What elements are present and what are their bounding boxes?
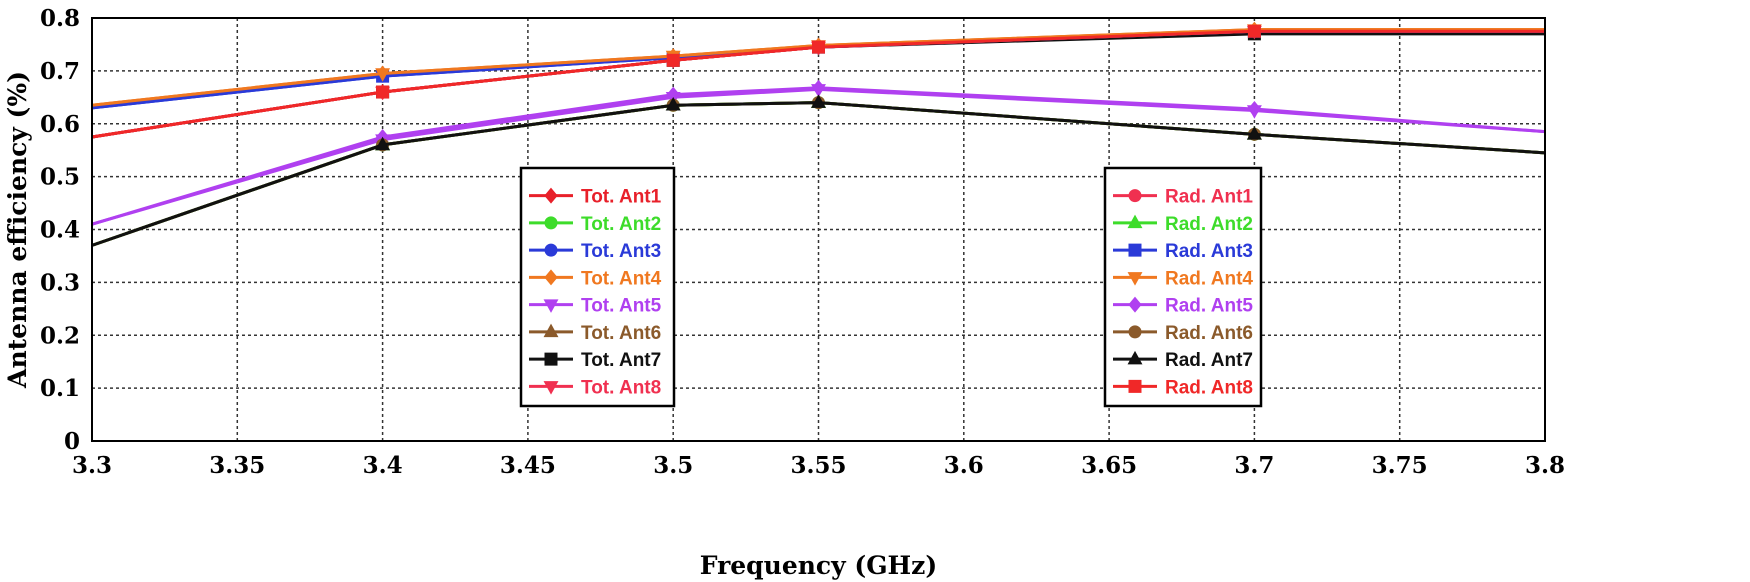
x-tick-label: 3.6: [944, 452, 984, 479]
legend-marker: [543, 381, 559, 395]
legend-label: Tot. Ant7: [581, 350, 661, 371]
x-tick-label: 3.7: [1234, 452, 1274, 479]
legend-entry: Rad. Ant4: [1113, 268, 1253, 289]
y-tick-label: 0.1: [40, 375, 80, 402]
data-point: [665, 97, 681, 111]
x-tick-label: 3.3: [72, 452, 112, 479]
data-point: [811, 94, 826, 108]
data-point: [666, 53, 680, 67]
legend-marker: [1128, 379, 1142, 393]
series-line: [91, 28, 1545, 107]
legend-marker: [544, 243, 558, 257]
legend-label: Rad. Ant1: [1165, 187, 1253, 208]
series-rad-ant5: [91, 79, 1546, 226]
series-line: [91, 86, 1546, 226]
legend-entry: Rad. Ant3: [1113, 241, 1253, 262]
legend-label: Tot. Ant4: [581, 268, 662, 289]
legend-marker: [543, 323, 559, 338]
legend-label: Tot. Ant2: [581, 214, 661, 235]
y-tick-label: 0.4: [40, 217, 80, 244]
y-tick-labels: 0 0.1 0.2 0.3 0.4 0.5 0.6 0.7 0.8: [40, 5, 80, 455]
legend-entry: Tot. Ant6: [529, 323, 661, 344]
series-rad-ant7: [91, 94, 1546, 247]
legend-label: Tot. Ant3: [581, 241, 661, 262]
data-point: [1247, 100, 1262, 117]
x-tick-label: 3.8: [1525, 452, 1565, 479]
plot-frame: [91, 17, 1546, 442]
legend-label: Tot. Ant1: [581, 187, 662, 208]
legend-radiation: Rad. Ant1 Rad. Ant2 Rad. Ant3 Rad. Ant4 Rad.…: [1103, 166, 1263, 408]
x-tick-label: 3.4: [363, 452, 403, 479]
series-layer: [91, 21, 1546, 247]
legend-marker: [1127, 214, 1143, 229]
legend-label: Rad. Ant8: [1165, 377, 1253, 398]
legend-entry: Tot. Ant1: [529, 187, 662, 208]
legend-marker: [544, 216, 558, 230]
legend-label: Tot. Ant5: [581, 296, 662, 317]
legend-entry: Rad. Ant7: [1113, 350, 1253, 371]
legend-entry: Tot. Ant4: [529, 268, 662, 289]
data-point: [376, 85, 390, 99]
x-tick-label: 3.55: [790, 452, 846, 479]
legend-marker: [543, 299, 559, 313]
legend-label: Tot. Ant8: [581, 377, 661, 398]
legend-entry: Tot. Ant8: [529, 377, 661, 398]
data-point: [375, 136, 391, 151]
x-tick-label: 3.35: [209, 452, 265, 479]
legend-marker: [1128, 296, 1142, 313]
legend-label: Rad. Ant5: [1165, 296, 1253, 317]
legend-label: Rad. Ant2: [1165, 214, 1253, 235]
legend-entry: Rad. Ant5: [1113, 296, 1253, 317]
x-axis-title: Frequency (GHz): [700, 551, 937, 580]
series-line: [91, 29, 1545, 139]
x-tick-label: 3.75: [1372, 452, 1428, 479]
y-axis-title: Antenna efficiency (%): [3, 71, 32, 389]
legend-marker: [544, 269, 558, 286]
series-rad-ant8: [91, 24, 1545, 139]
x-tick-label: 3.5: [653, 452, 693, 479]
legend-entry: Rad. Ant6: [1113, 323, 1253, 344]
y-tick-label: 0.8: [40, 5, 80, 32]
x-tick-label: 3.45: [500, 452, 556, 479]
x-tick-label: 3.65: [1081, 452, 1137, 479]
legend-entry: Tot. Ant5: [529, 296, 662, 317]
series-line: [91, 101, 1546, 247]
legend-label: Rad. Ant3: [1165, 241, 1253, 262]
legend-marker: [1127, 350, 1143, 365]
legend-label: Rad. Ant4: [1165, 268, 1253, 289]
legend-marker: [1127, 272, 1143, 286]
legend-marker: [1128, 325, 1142, 339]
legend-label: Rad. Ant6: [1165, 323, 1253, 344]
data-point: [1247, 24, 1261, 38]
y-tick-label: 0.3: [40, 269, 80, 296]
x-tick-labels: 3.3 3.35 3.4 3.45 3.5 3.55 3.6 3.65 3.7 3.75 3.8: [72, 452, 1565, 479]
legend-entry: Tot. Ant7: [529, 350, 661, 371]
data-point: [812, 40, 825, 54]
y-tick-label: 0: [64, 428, 80, 455]
legend-label: Rad. Ant7: [1165, 350, 1253, 371]
y-tick-label: 0.5: [40, 164, 80, 191]
y-tick-label: 0.6: [40, 111, 80, 138]
legend-entry: Rad. Ant2: [1113, 214, 1253, 235]
legend-entry: Tot. Ant3: [529, 241, 661, 262]
legend-label: Tot. Ant6: [581, 323, 661, 344]
legend-entry: Tot. Ant2: [529, 214, 661, 235]
legend-entry: Rad. Ant8: [1113, 377, 1253, 398]
legend-marker: [544, 187, 558, 204]
legend-marker: [1128, 243, 1142, 257]
legend-box: [519, 166, 676, 408]
data-point: [1246, 126, 1262, 140]
data-point: [375, 68, 391, 82]
legend-total: Tot. Ant1 Tot. Ant2 Tot. Ant3 Tot. Ant4 Tot.…: [519, 166, 676, 408]
y-tick-label: 0.2: [40, 322, 80, 349]
legend-entry: Rad. Ant1: [1113, 187, 1253, 208]
legend-box: [1103, 166, 1263, 408]
legend-marker: [1128, 189, 1142, 203]
legend-marker: [544, 352, 558, 366]
y-tick-label: 0.7: [40, 58, 80, 85]
